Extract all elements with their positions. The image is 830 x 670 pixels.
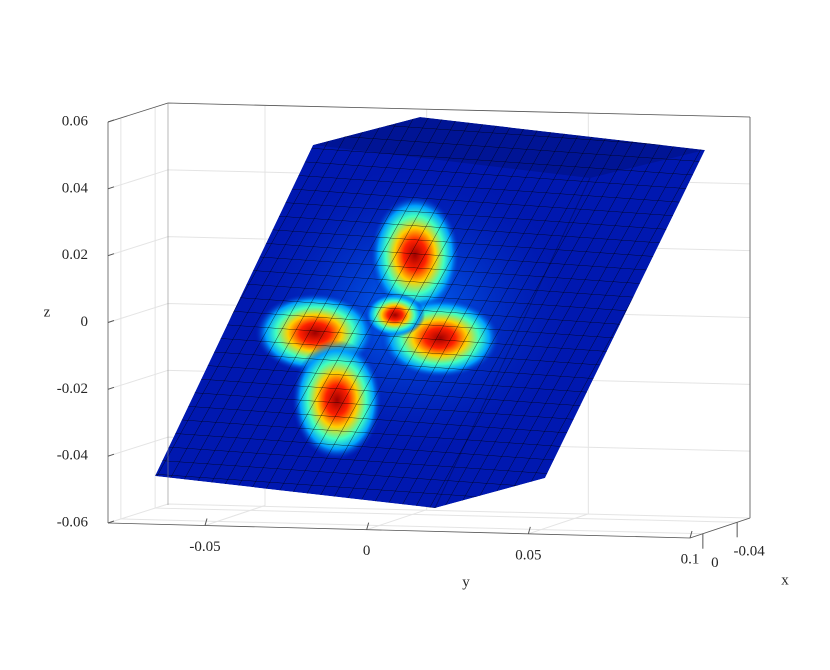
x-axis bbox=[689, 517, 751, 539]
grid-line bbox=[204, 105, 266, 526]
y-tick bbox=[204, 518, 208, 526]
z-tick-label: 0.02 bbox=[62, 247, 88, 263]
z-tick-label: -0.06 bbox=[57, 514, 89, 530]
z-tick bbox=[107, 520, 115, 524]
y-tick-label: -0.05 bbox=[189, 539, 220, 555]
z-tick bbox=[107, 386, 115, 390]
z-tick bbox=[107, 186, 115, 190]
z-tick bbox=[107, 119, 115, 123]
surface-edge bbox=[434, 177, 591, 508]
y-axis bbox=[107, 522, 691, 539]
y-tick bbox=[366, 522, 370, 530]
y-axis-label: y bbox=[462, 574, 470, 590]
x-axis-label: x bbox=[781, 572, 789, 588]
grid-line bbox=[154, 107, 738, 523]
z-axis-label: z bbox=[44, 304, 51, 320]
x-tick-label: 0 bbox=[711, 555, 719, 571]
grid-line bbox=[689, 117, 751, 539]
y-tick bbox=[527, 526, 531, 534]
y-tick-label: 0.05 bbox=[515, 547, 541, 563]
axes: -0.06 -0.04 -0.02 0 0.02 0.04 0.06 -0.05 0 0.05 0.… bbox=[57, 102, 766, 571]
grid-line bbox=[120, 117, 703, 535]
z-tick bbox=[107, 453, 115, 457]
y-tick-label: 0.1 bbox=[681, 551, 700, 567]
surface bbox=[155, 117, 705, 508]
z-tick-label: 0 bbox=[81, 314, 89, 330]
x-tick-label: -0.04 bbox=[734, 544, 766, 560]
z-tick-label: -0.02 bbox=[57, 381, 88, 397]
surface-mesh bbox=[155, 117, 705, 508]
z-tick bbox=[107, 253, 115, 257]
y-tick bbox=[689, 530, 693, 539]
surface-top bbox=[313, 117, 705, 178]
z-tick-label: 0.06 bbox=[62, 113, 89, 129]
z-tick bbox=[107, 320, 115, 323]
z-tick-label: 0.04 bbox=[62, 180, 89, 196]
y-tick-label: 0 bbox=[363, 543, 371, 559]
z-tick-label: -0.04 bbox=[57, 448, 89, 464]
